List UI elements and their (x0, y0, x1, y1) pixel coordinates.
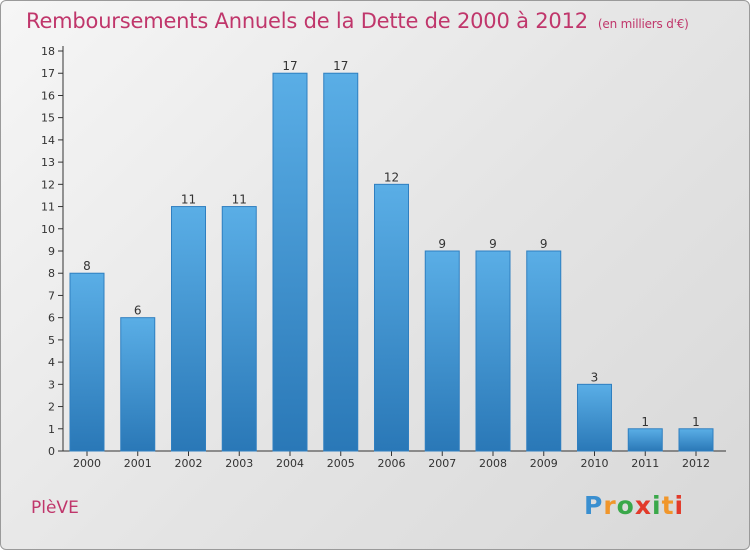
x-tick-label: 2000 (73, 457, 101, 470)
data-label: 8 (83, 259, 91, 273)
data-label: 12 (384, 170, 399, 184)
x-tick-label: 2006 (378, 457, 406, 470)
x-tick-label: 2001 (124, 457, 152, 470)
logo-letter: x (634, 491, 652, 520)
data-label: 11 (232, 193, 247, 207)
bar-2000 (69, 272, 105, 452)
y-tick-label: 15 (41, 112, 55, 125)
logo-letter: r (603, 491, 617, 520)
data-label: 11 (181, 193, 196, 207)
data-label: 1 (641, 415, 649, 429)
logo-letter: i (674, 491, 685, 520)
data-label: 3 (591, 370, 599, 384)
data-label: 6 (134, 304, 142, 318)
x-tick-label: 2011 (631, 457, 659, 470)
bar-2009 (526, 250, 562, 452)
x-tick-label: 2002 (175, 457, 203, 470)
title-text: Remboursements Annuels de la Dette de 20… (26, 9, 588, 33)
y-tick-label: 18 (41, 45, 55, 58)
y-tick-label: 14 (41, 134, 55, 147)
y-tick-label: 8 (48, 267, 55, 280)
data-label: 17 (282, 59, 297, 73)
y-tick-label: 4 (48, 356, 55, 369)
bar-2005 (323, 72, 359, 452)
x-tick-label: 2010 (581, 457, 609, 470)
logo-letter: i (652, 491, 662, 520)
bar-2002 (171, 206, 206, 452)
data-label: 17 (333, 59, 348, 73)
y-tick-label: 13 (41, 156, 55, 169)
x-tick-label: 2009 (530, 457, 558, 470)
y-tick-label: 0 (48, 445, 55, 458)
commune-name: PlèVE (31, 498, 79, 518)
y-tick-label: 10 (41, 223, 55, 236)
proxiti-logo: Proxiti (584, 491, 684, 520)
y-tick-label: 7 (48, 289, 55, 302)
bar-2001 (120, 317, 156, 452)
y-tick-label: 9 (48, 245, 55, 258)
bar-2012 (678, 428, 714, 452)
x-tick-label: 2008 (479, 457, 507, 470)
chart-subtitle: (en milliers d'€) (597, 17, 689, 31)
bar-2006 (374, 183, 409, 452)
chart-title: Remboursements Annuels de la Dette de 20… (26, 9, 689, 33)
logo-letter: P (584, 491, 604, 520)
data-label: 9 (540, 237, 548, 251)
data-label: 9 (438, 237, 446, 251)
bar-2003 (221, 206, 257, 452)
data-label: 1 (692, 415, 700, 429)
bars (69, 72, 714, 452)
data-label: 9 (489, 237, 497, 251)
logo-letter: t (661, 491, 675, 520)
y-tick-label: 6 (48, 312, 55, 325)
y-tick-label: 1 (48, 423, 55, 436)
x-tick-label: 2007 (428, 457, 456, 470)
x-tick-label: 2003 (225, 457, 253, 470)
y-tick-label: 5 (48, 334, 55, 347)
bar-2008 (475, 250, 511, 452)
y-tick-label: 17 (41, 67, 55, 80)
x-tick-label: 2004 (276, 457, 304, 470)
bar-2007 (424, 250, 460, 452)
logo-letter: o (616, 491, 635, 520)
x-tick-label: 2005 (327, 457, 355, 470)
bar-2010 (577, 383, 612, 452)
x-tick-label: 2012 (682, 457, 710, 470)
y-tick-label: 16 (41, 89, 55, 102)
y-tick-label: 12 (41, 178, 55, 191)
bar-2011 (627, 428, 663, 452)
y-tick-label: 11 (41, 201, 55, 214)
y-tick-label: 2 (48, 401, 55, 414)
bar-2004 (272, 72, 308, 452)
y-tick-label: 3 (48, 378, 55, 391)
